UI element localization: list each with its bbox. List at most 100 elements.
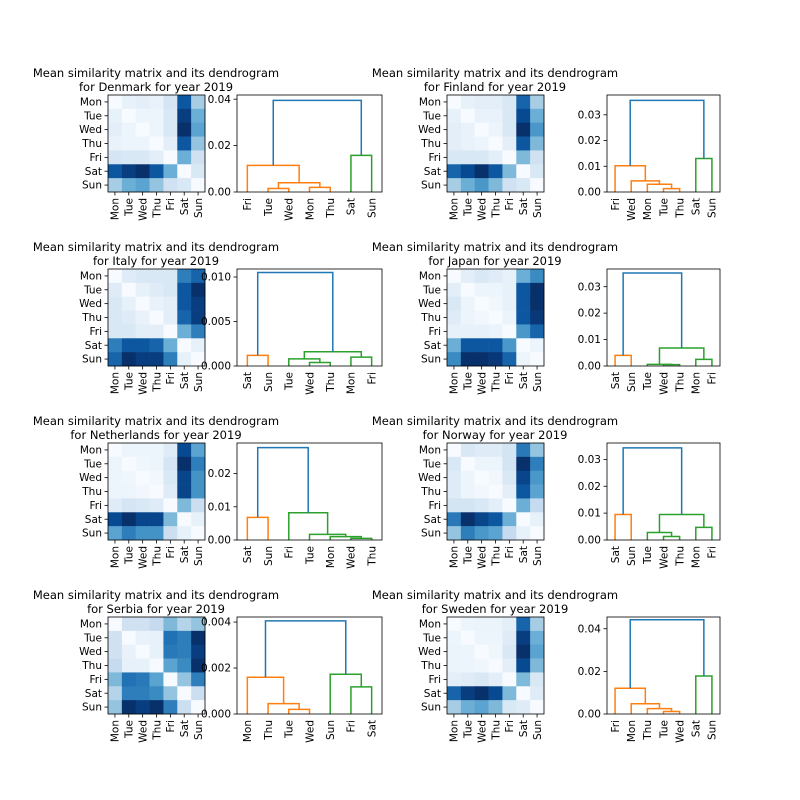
heatmap-cell: [163, 617, 178, 632]
heatmap-y-tick-label: Sun: [82, 180, 102, 192]
heatmap-y-tick-label: Fri: [428, 326, 441, 338]
dendrogram-link: [308, 361, 331, 366]
heatmap-cell: [516, 122, 531, 137]
dendrogram-link: [622, 447, 683, 515]
heatmap-cell: [163, 282, 178, 298]
heatmap-cell: [516, 617, 531, 632]
heatmap-cell: [149, 150, 164, 165]
heatmap-cell: [149, 324, 164, 339]
heatmap-cell: [516, 150, 531, 165]
heatmap-x-tick-label: Mon: [110, 546, 122, 568]
dendrogram-leaf-label: Mon: [304, 198, 316, 220]
heatmap-cell: [488, 443, 503, 458]
heatmap-cell: [177, 324, 192, 339]
heatmap-y-tick-label: Mon: [80, 619, 102, 631]
heatmap-cell: [447, 443, 462, 458]
dendrogram-leaf-label: Fri: [346, 720, 358, 733]
heatmap-x-tick-label: Mon: [110, 720, 122, 742]
heatmap-cell: [108, 470, 123, 485]
dendrogram-link: [288, 708, 311, 714]
dendrogram-leaf-label: Sat: [346, 198, 358, 215]
heatmap-cell: [135, 617, 150, 632]
dendrogram-link: [614, 165, 647, 192]
heatmap-cell: [163, 686, 178, 701]
dendrogram-leaf-label: Tue: [642, 372, 654, 391]
heatmap-y-tick-label: Thu: [420, 138, 441, 150]
panel-6: Mean similarity matrix and its dendrogra…: [33, 588, 383, 743]
heatmap-cell: [149, 136, 164, 151]
heatmap-cell: [530, 269, 545, 284]
heatmap-cell: [530, 122, 545, 137]
heatmap-y-tick-label: Fri: [89, 500, 102, 512]
heatmap-cell: [177, 658, 192, 673]
dendrogram-link: [629, 99, 705, 166]
heatmap-cell: [516, 672, 531, 687]
heatmap-cell: [177, 700, 192, 715]
heatmap: MonMonTueTueWedWedThuThuFriFriSatSatSunS…: [418, 616, 545, 743]
heatmap-y-tick-label: Sat: [424, 340, 441, 352]
heatmap-cell: [149, 164, 164, 179]
heatmap-y-tick-label: Sun: [82, 528, 102, 540]
heatmap-x-tick-label: Tue: [463, 198, 475, 217]
heatmap-cell: [135, 658, 150, 673]
heatmap-cell: [460, 526, 476, 541]
heatmap-cell: [149, 338, 164, 353]
heatmap-cell: [149, 456, 164, 472]
heatmap-x-tick-label: Sun: [193, 546, 205, 566]
heatmap-y-tick-label: Sun: [82, 702, 102, 714]
heatmap-cell: [447, 484, 462, 499]
heatmap-y-tick-label: Thu: [81, 660, 102, 672]
heatmap-cell: [516, 644, 531, 659]
heatmap-cell: [191, 269, 206, 284]
heatmap-x-tick-label: Sun: [532, 372, 544, 392]
heatmap-cell: [530, 282, 545, 298]
dendrogram-y-tick-label: 0.01: [578, 334, 601, 346]
heatmap-cell: [516, 310, 531, 325]
heatmap-cell: [502, 630, 517, 646]
dendrogram-y-tick-label: 0.02: [208, 140, 231, 152]
heatmap-cell: [460, 296, 476, 311]
panel-title: Mean similarity matrix and its dendrogra…: [33, 66, 279, 80]
heatmap-cell: [108, 269, 123, 284]
dendrogram-leaf-label: Sun: [263, 372, 275, 392]
heatmap-cell: [191, 484, 206, 499]
dendrogram-link: [350, 154, 373, 192]
heatmap-cell: [502, 310, 517, 325]
dendrogram-leaf-label: Wed: [658, 546, 670, 569]
heatmap-y-tick-label: Sat: [85, 514, 102, 526]
heatmap-cell: [177, 617, 192, 632]
panel-title: for Finland for year 2019: [424, 80, 566, 94]
dendrogram-frame: [606, 94, 721, 193]
heatmap-cell: [163, 526, 178, 541]
heatmap-cell: [447, 269, 462, 284]
heatmap-cell: [149, 443, 164, 458]
heatmap-x-tick-label: Tue: [124, 546, 136, 565]
heatmap-x-tick-label: Wed: [137, 198, 149, 221]
heatmap-cell: [191, 470, 206, 485]
heatmap-cell: [488, 526, 503, 541]
dendrogram-leaf-label: Sun: [707, 720, 719, 740]
heatmap-cell: [530, 512, 545, 527]
heatmap-cell: [108, 456, 123, 472]
heatmap-x-tick-label: Wed: [476, 720, 488, 743]
heatmap: MonMonTueTueWedWedThuThuFriFriSatSatSunS…: [418, 442, 545, 569]
heatmap-x-tick-label: Sun: [532, 198, 544, 218]
heatmap-x-tick-label: Sun: [193, 198, 205, 218]
heatmap-cell: [163, 324, 178, 339]
heatmap-cell: [108, 617, 123, 632]
heatmap-cell: [447, 644, 462, 659]
dendrogram: 0.00 0.01 0.02 0.03 Fri Wed Mon Tue Thu Sat Sun: [578, 94, 721, 221]
dendrogram-leaf-label: Fri: [707, 372, 719, 385]
heatmap-cell: [135, 269, 150, 284]
dendrogram-y-tick-label: 0.00: [578, 709, 601, 721]
heatmap-cell: [149, 630, 164, 646]
heatmap-cell: [447, 526, 462, 541]
heatmap-y-tick-label: Mon: [80, 97, 102, 109]
heatmap-x-tick-label: Mon: [110, 372, 122, 394]
heatmap-cell: [474, 282, 489, 298]
heatmap-y-tick-label: Thu: [81, 138, 102, 150]
dendrogram-frame: [606, 442, 721, 541]
heatmap-cell: [447, 95, 462, 110]
dendrogram-link: [629, 619, 705, 689]
heatmap-cell: [149, 352, 164, 367]
